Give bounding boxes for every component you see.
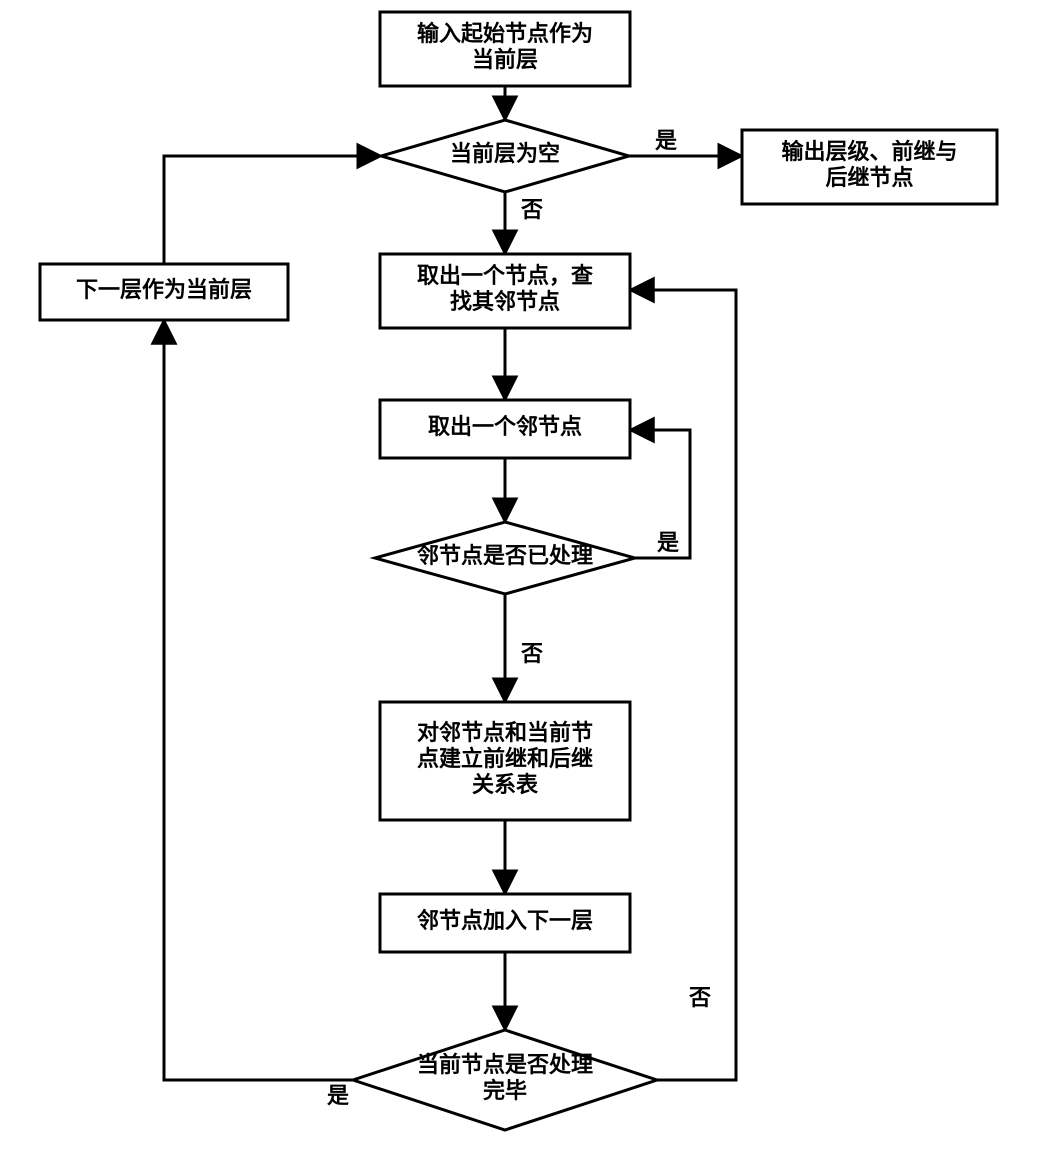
node-pick_nb: 取出一个邻节点 <box>380 400 630 458</box>
node-text: 邻节点加入下一层 <box>417 908 593 933</box>
node-d_empty: 当前层为空 <box>381 120 629 192</box>
node-pick_node: 取出一个节点，查找其邻节点 <box>380 254 630 328</box>
node-d_done: 当前节点是否处理完毕 <box>353 1030 657 1130</box>
edge-label: 否 <box>520 197 543 222</box>
edge-d_processed-to-build_rel: 否 <box>505 594 543 702</box>
edge-d_empty-to-output: 是 <box>629 128 742 156</box>
node-text: 完毕 <box>483 1078 527 1103</box>
node-text: 当前节点是否处理 <box>417 1052 593 1077</box>
node-text: 当前层为空 <box>450 141 560 166</box>
edge-label: 是 <box>327 1083 349 1108</box>
edge-label: 否 <box>520 641 543 666</box>
edge-label: 是 <box>655 128 677 153</box>
edge-d_done-to-pick_node: 否 <box>630 290 736 1080</box>
edge-next_layer-to-d_empty <box>164 156 381 264</box>
node-text: 关系表 <box>472 772 539 797</box>
node-text: 输入起始节点作为 <box>417 21 593 46</box>
node-text: 找其邻节点 <box>450 289 560 314</box>
node-start: 输入起始节点作为当前层 <box>380 12 630 86</box>
node-build_rel: 对邻节点和当前节点建立前继和后继关系表 <box>380 702 630 820</box>
node-add_next: 邻节点加入下一层 <box>380 894 630 952</box>
node-text: 点建立前继和后继 <box>417 746 593 771</box>
edge-d_done-to-next_layer: 是 <box>164 320 353 1108</box>
node-text: 取出一个节点，查 <box>417 263 593 288</box>
node-text: 下一层作为当前层 <box>76 277 252 302</box>
node-next_layer: 下一层作为当前层 <box>40 264 288 320</box>
node-d_processed: 邻节点是否已处理 <box>375 522 635 594</box>
edge-d_empty-to-pick_node: 否 <box>505 192 543 254</box>
edge-d_processed-to-pick_nb: 是 <box>630 430 690 558</box>
flowchart-canvas: 是否是否否是 输入起始节点作为当前层当前层为空输出层级、前继与后继节点取出一个节… <box>0 0 1038 1168</box>
edge-label: 是 <box>657 530 679 555</box>
node-output: 输出层级、前继与后继节点 <box>742 130 997 204</box>
node-text: 取出一个邻节点 <box>428 414 582 439</box>
node-text: 输出层级、前继与 <box>781 139 957 164</box>
node-text: 邻节点是否已处理 <box>417 543 593 568</box>
node-text: 后继节点 <box>825 165 913 190</box>
edge-label: 否 <box>688 985 711 1010</box>
node-text: 当前层 <box>472 47 538 72</box>
node-text: 对邻节点和当前节 <box>417 720 593 745</box>
